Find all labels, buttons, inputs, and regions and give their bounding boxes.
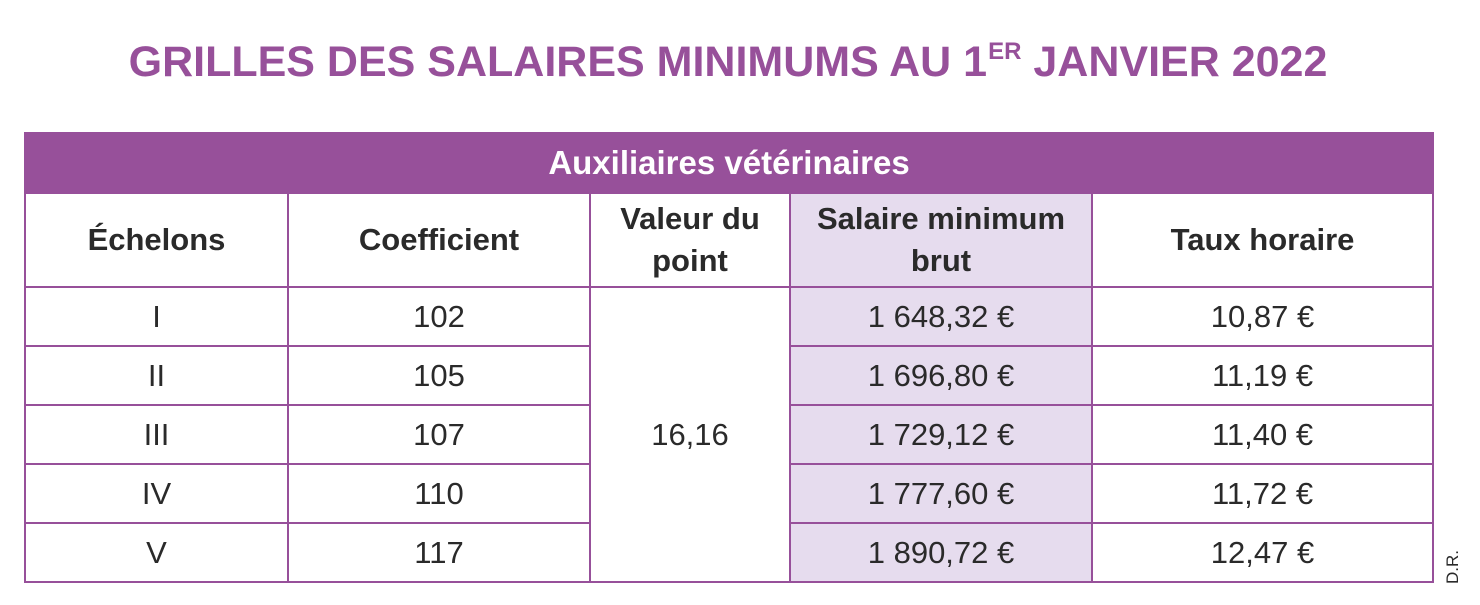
cell-coefficient: 102 [287, 286, 591, 347]
cell-coefficient: 105 [287, 345, 591, 406]
cell-salaire: 1 648,32 € [789, 286, 1093, 347]
header-valeur-point: Valeur du point [589, 192, 791, 288]
header-echelons: Échelons [24, 192, 289, 288]
cell-salaire: 1 729,12 € [789, 404, 1093, 465]
table-row: III 107 1 729,12 € 11,40 € [24, 404, 1435, 465]
cell-salaire: 1 696,80 € [789, 345, 1093, 406]
cell-taux: 11,72 € [1090, 463, 1435, 524]
title-main: GRILLES DES SALAIRES MINIMUMS AU 1 [128, 38, 988, 86]
header-valeur-point-text: Valeur du point [620, 201, 760, 278]
header-taux: Taux horaire [1090, 192, 1435, 288]
cell-coefficient: 110 [287, 463, 591, 524]
title-superscript: ER [988, 38, 1022, 65]
cell-echelon: IV [24, 463, 289, 524]
cell-salaire: 1 777,60 € [789, 463, 1093, 524]
cell-taux: 12,47 € [1090, 522, 1435, 583]
cell-echelon: III [24, 404, 289, 465]
header-coefficient: Coefficient [287, 192, 591, 288]
cell-echelon: V [24, 522, 289, 583]
cell-echelon: I [24, 286, 289, 347]
cell-salaire: 1 890,72 € [789, 522, 1093, 583]
table-row: II 105 1 696,80 € 11,19 € [24, 345, 1435, 406]
table-row: V 117 1 890,72 € 12,47 € [24, 522, 1435, 583]
cell-taux: 11,19 € [1090, 345, 1435, 406]
cell-echelon: II [24, 345, 289, 406]
cell-valeur-point: 16,16 [589, 286, 791, 583]
page-title: GRILLES DES SALAIRES MINIMUMS AU 1ER JAN… [0, 38, 1456, 87]
header-salaire-text: Salaire minimum brut [816, 201, 1066, 278]
table-row: IV 110 1 777,60 € 11,72 € [24, 463, 1435, 524]
table-band-title: Auxiliaires vétérinaires [23, 132, 1435, 194]
cell-coefficient: 107 [287, 404, 591, 465]
title-tail: JANVIER 2022 [1021, 38, 1328, 86]
table-row: I 102 16,16 1 648,32 € 10,87 € [24, 286, 1435, 583]
cell-taux: 11,40 € [1090, 404, 1435, 465]
cell-taux: 10,87 € [1090, 286, 1435, 347]
cell-coefficient: 117 [287, 522, 591, 583]
photo-credit: D.R. [1443, 550, 1462, 584]
salary-table: Auxiliaires vétérinaires Échelons Coeffi… [23, 132, 1435, 583]
header-salaire: Salaire minimum brut [789, 192, 1093, 288]
